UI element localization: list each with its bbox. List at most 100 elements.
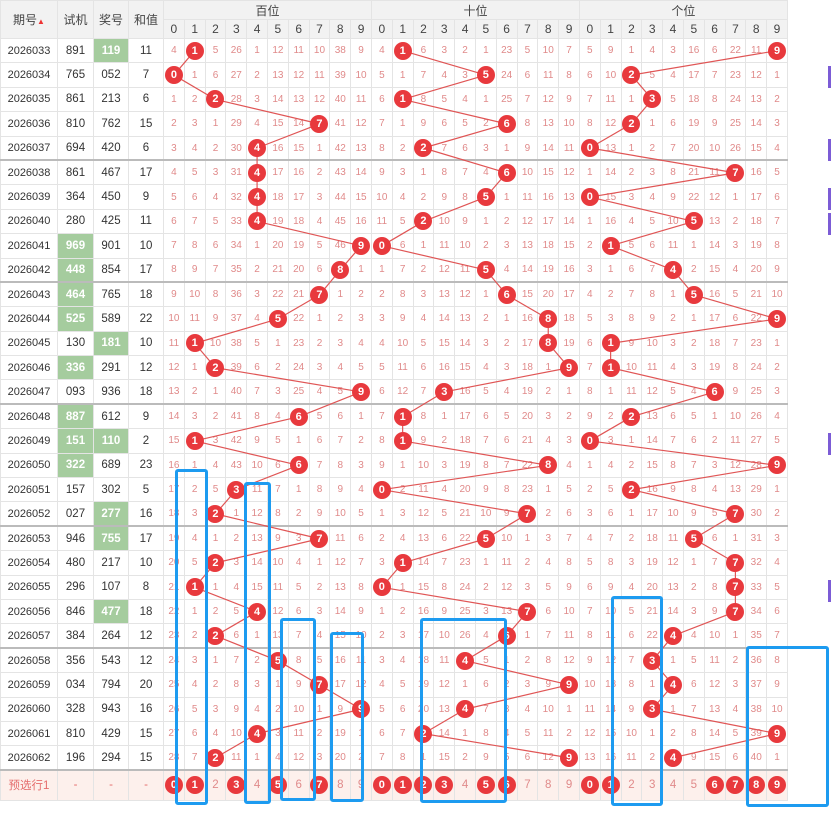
miss-count-cell: 3	[599, 428, 622, 454]
preselect-digit[interactable]: 2	[204, 769, 227, 801]
miss-count-cell: 10	[703, 135, 726, 162]
preselect-digit[interactable]: 1	[391, 769, 414, 801]
preselect-digit[interactable]: 8	[537, 769, 560, 801]
hit-ball: 9	[768, 41, 786, 60]
miss-count-cell: 15	[433, 745, 456, 772]
preselect-ball[interactable]: 7	[726, 776, 745, 795]
preselect-digit[interactable]: 0	[578, 769, 601, 801]
sort-icon[interactable]: ▲	[37, 17, 45, 26]
preselect-digit[interactable]: 2	[412, 769, 435, 801]
miss-count-cell: 7	[225, 647, 248, 674]
col-period-header[interactable]: 期号▲	[0, 0, 58, 39]
miss-count-cell: 7	[433, 550, 456, 576]
preselect-ball[interactable]: 0	[372, 776, 391, 795]
preselect-ball[interactable]: 5	[476, 776, 495, 795]
preselect-digit[interactable]: 1	[183, 769, 206, 801]
hit-cell: 0	[578, 428, 601, 454]
preselect-ball[interactable]: 3	[435, 776, 454, 795]
preselect-digit[interactable]: 0	[163, 769, 185, 801]
preselect-ball[interactable]: 8	[747, 776, 766, 795]
period-cell: 2026056	[0, 598, 58, 625]
miss-count-cell: 4	[662, 62, 684, 88]
table-row: 2026061 810 429 15 27 6 4 10 4 3 11 2 19 1 6 7 2 14 1 8 4 5 11…	[0, 720, 788, 747]
miss-count-cell: 40	[745, 745, 768, 772]
hit-ball: 6	[497, 285, 516, 304]
preselect-label[interactable]: 预选行1	[0, 769, 58, 801]
preselect-digit[interactable]: 0	[370, 769, 393, 801]
miss-count-cell: 2	[266, 696, 289, 722]
preselect-ball[interactable]: 3	[227, 776, 246, 795]
preselect-digit[interactable]: 3	[225, 769, 248, 801]
preselect-ball[interactable]: 1	[393, 776, 412, 795]
miss-count-cell: 6	[599, 501, 622, 528]
miss-count-cell: 8	[454, 184, 476, 210]
miss-count-cell: 1	[537, 477, 560, 503]
preselect-ball[interactable]: 9	[768, 776, 786, 795]
preselect-ball[interactable]: 1	[185, 776, 204, 795]
miss-count-cell: 2	[391, 598, 414, 625]
preselect-digit[interactable]: 4	[662, 769, 684, 801]
preselect-digit[interactable]: 9	[766, 769, 788, 801]
miss-count-cell: 1	[266, 672, 289, 698]
preselect-digit[interactable]: 8	[329, 769, 352, 801]
miss-count-cell: 1	[599, 257, 622, 284]
miss-count-cell: 5	[516, 720, 539, 747]
preselect-ball[interactable]: 6	[705, 776, 724, 795]
preselect-digit[interactable]: 8	[745, 769, 768, 801]
preselect-digit[interactable]: 4	[246, 769, 268, 801]
preselect-digit[interactable]: 5	[266, 769, 289, 801]
preselect-digit[interactable]: 3	[641, 769, 664, 801]
preselect-ball[interactable]: 0	[164, 776, 183, 795]
miss-count-cell: 7	[682, 452, 705, 479]
miss-count-cell: 15	[599, 720, 622, 747]
preselect-digit[interactable]: 2	[620, 769, 643, 801]
preselect-digit[interactable]: 9	[350, 769, 372, 801]
preselect-digit[interactable]: 6	[703, 769, 726, 801]
hit-ball: 7	[310, 114, 329, 133]
hit-ball: 8	[539, 334, 558, 353]
hit-ball: 2	[414, 724, 433, 743]
miss-count-cell: 10	[620, 720, 643, 747]
preselect-digit[interactable]: 5	[474, 769, 497, 801]
miss-count-cell: 6	[703, 37, 726, 64]
preselect-digit[interactable]: 4	[454, 769, 476, 801]
miss-count-cell: 14	[558, 208, 580, 235]
preselect-digit[interactable]: 7	[724, 769, 747, 801]
preselect-ball[interactable]: 2	[414, 776, 433, 795]
miss-count-cell: 24	[454, 574, 476, 600]
miss-count-cell: 3	[204, 428, 227, 454]
miss-count-cell: 13	[703, 208, 726, 235]
table-row: 2026048 887 612 9 14 3 2 41 8 4 6 5 6 1 7 1 8 1 17 6 5 20 3 2 9 2…	[0, 403, 788, 430]
preselect-digit[interactable]: 1	[599, 769, 622, 801]
miss-count-cell: 7	[641, 257, 664, 284]
miss-count-cell: 4	[204, 452, 227, 479]
miss-count-cell: 7	[558, 37, 580, 64]
preselect-ball[interactable]: 6	[497, 776, 516, 795]
miss-count-cell: 11	[350, 86, 372, 113]
hit-ball: 8	[539, 456, 558, 475]
table-row: 2026045 130 181 10 11 1 10 38 5 1 23 2 3 4 4 10 5 15 14 3 2 1…	[0, 330, 788, 357]
preselect-ball[interactable]: 7	[310, 776, 329, 795]
miss-count-cell: 4	[370, 672, 393, 698]
preselect-digit[interactable]: 6	[495, 769, 518, 801]
trial-number-cell: 130	[57, 330, 94, 357]
miss-count-cell: 8	[558, 550, 580, 576]
preselect-digit[interactable]: 7	[308, 769, 331, 801]
miss-count-cell: 14	[266, 86, 289, 113]
preselect-ball[interactable]: 1	[601, 776, 620, 795]
preselect-digit[interactable]: 9	[558, 769, 580, 801]
sum-cell: 11	[128, 208, 164, 235]
trial-number-cell: 296	[57, 574, 94, 600]
miss-count-cell: 6	[287, 598, 310, 625]
preselect-digit[interactable]: 6	[287, 769, 310, 801]
hit-ball: 4	[248, 724, 267, 743]
miss-count-cell: 2	[246, 647, 268, 674]
preselect-digit[interactable]: 5	[682, 769, 705, 801]
miss-count-cell: 13	[246, 525, 268, 552]
preselect-digit[interactable]: 3	[433, 769, 456, 801]
preselect-ball[interactable]: 5	[268, 776, 287, 795]
miss-count-cell: 8	[433, 574, 456, 600]
preselect-digit[interactable]: 7	[516, 769, 539, 801]
miss-count-cell: 6	[266, 452, 289, 479]
preselect-ball[interactable]: 0	[580, 776, 599, 795]
